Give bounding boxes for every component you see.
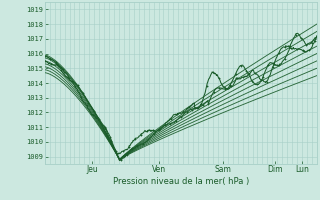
X-axis label: Pression niveau de la mer( hPa ): Pression niveau de la mer( hPa ) <box>113 177 249 186</box>
